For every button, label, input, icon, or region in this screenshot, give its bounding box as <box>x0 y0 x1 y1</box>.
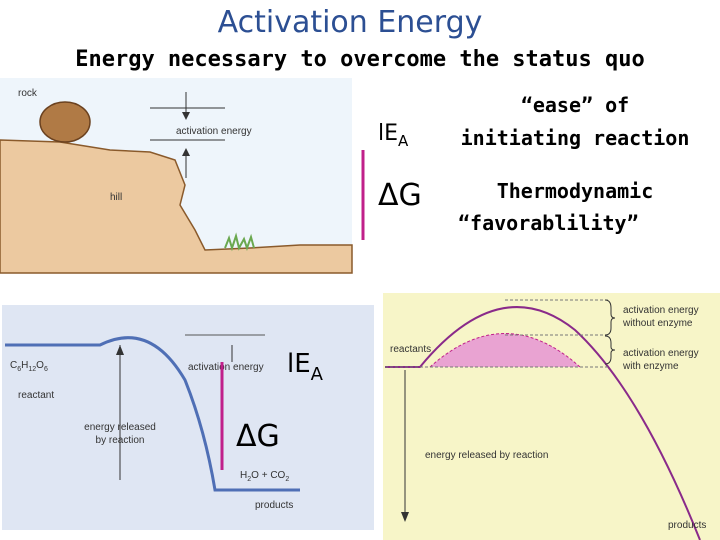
rock-label: rock <box>18 88 38 99</box>
glucose-panel: C6H12O6 reactant activation energy energ… <box>2 305 374 530</box>
ea-text: “ease” of <box>521 93 629 117</box>
reactant-label: reactant <box>18 390 54 401</box>
formula-part: O <box>36 360 44 371</box>
title: Activation Energy <box>218 5 483 40</box>
released-label: energy released <box>84 422 156 433</box>
product-formula: H2O + CO2 <box>240 470 289 483</box>
formula-sub: 6 <box>17 366 21 373</box>
formula-part: H <box>240 470 247 481</box>
rock-panel: rock activation energy hill <box>0 78 353 274</box>
products-label: products <box>668 520 706 531</box>
released-label: by reaction <box>96 435 145 446</box>
products-label: products <box>255 500 293 511</box>
activation-label: activation energy <box>176 126 252 137</box>
dg-text: “favorablility” <box>458 211 639 235</box>
ea-text: initiating reaction <box>461 126 690 150</box>
formula-sub: 6 <box>44 366 48 373</box>
activation-label: activation energy <box>188 362 264 373</box>
reactants-label: reactants <box>390 344 431 355</box>
formula-part: O + CO <box>251 470 285 481</box>
dg-symbol: ΔG <box>236 419 280 454</box>
formula-part: H <box>21 360 28 371</box>
formula-part: C <box>10 360 17 371</box>
without-label: activation energy <box>623 305 699 316</box>
formula-sub: 2 <box>285 476 289 483</box>
released-label: energy released by reaction <box>425 450 548 461</box>
formula-sub: 12 <box>28 366 36 373</box>
dg-text: Thermodynamic <box>497 179 654 203</box>
enzyme-panel: reactants activation energy without enzy… <box>383 293 720 540</box>
ea-symbol-text: lE <box>287 349 311 379</box>
ea-subscript: A <box>398 132 409 150</box>
ea-symbol-text: lE <box>378 121 398 146</box>
ea-symbol: lEA <box>287 349 324 385</box>
hill-label: hill <box>110 192 122 203</box>
formula: C6H12O6 <box>10 360 48 373</box>
ea-subscript: A <box>311 364 324 385</box>
with-label: activation energy <box>623 348 699 359</box>
with-label: with enzyme <box>622 361 679 372</box>
formula-sub: 2 <box>247 476 251 483</box>
without-label: without enzyme <box>622 318 693 329</box>
ea-symbol: lEA <box>378 121 409 150</box>
dg-symbol: ΔG <box>378 178 422 213</box>
subtitle: Energy necessary to overcome the status … <box>75 47 645 72</box>
